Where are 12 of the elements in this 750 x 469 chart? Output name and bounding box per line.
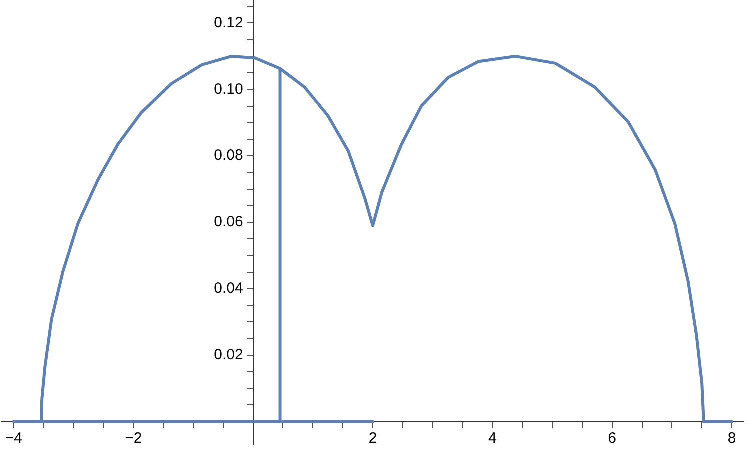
x-tick-label: −4 [5,430,23,447]
y-tick-label: 0.02 [214,346,244,364]
x-tick-label: −2 [125,430,142,447]
y-tick-label: 0.08 [214,147,244,164]
y-tick-label: 0.04 [214,280,244,298]
y-tick-label: 0.10 [214,80,244,98]
y-tick-label: 0.06 [214,214,244,231]
x-tick-label: 8 [728,430,736,447]
x-tick-label: 2 [368,430,378,447]
x-tick-label: 4 [488,430,497,447]
y-tick-label: 0.12 [214,14,244,32]
x-tick-label: 6 [608,430,617,447]
